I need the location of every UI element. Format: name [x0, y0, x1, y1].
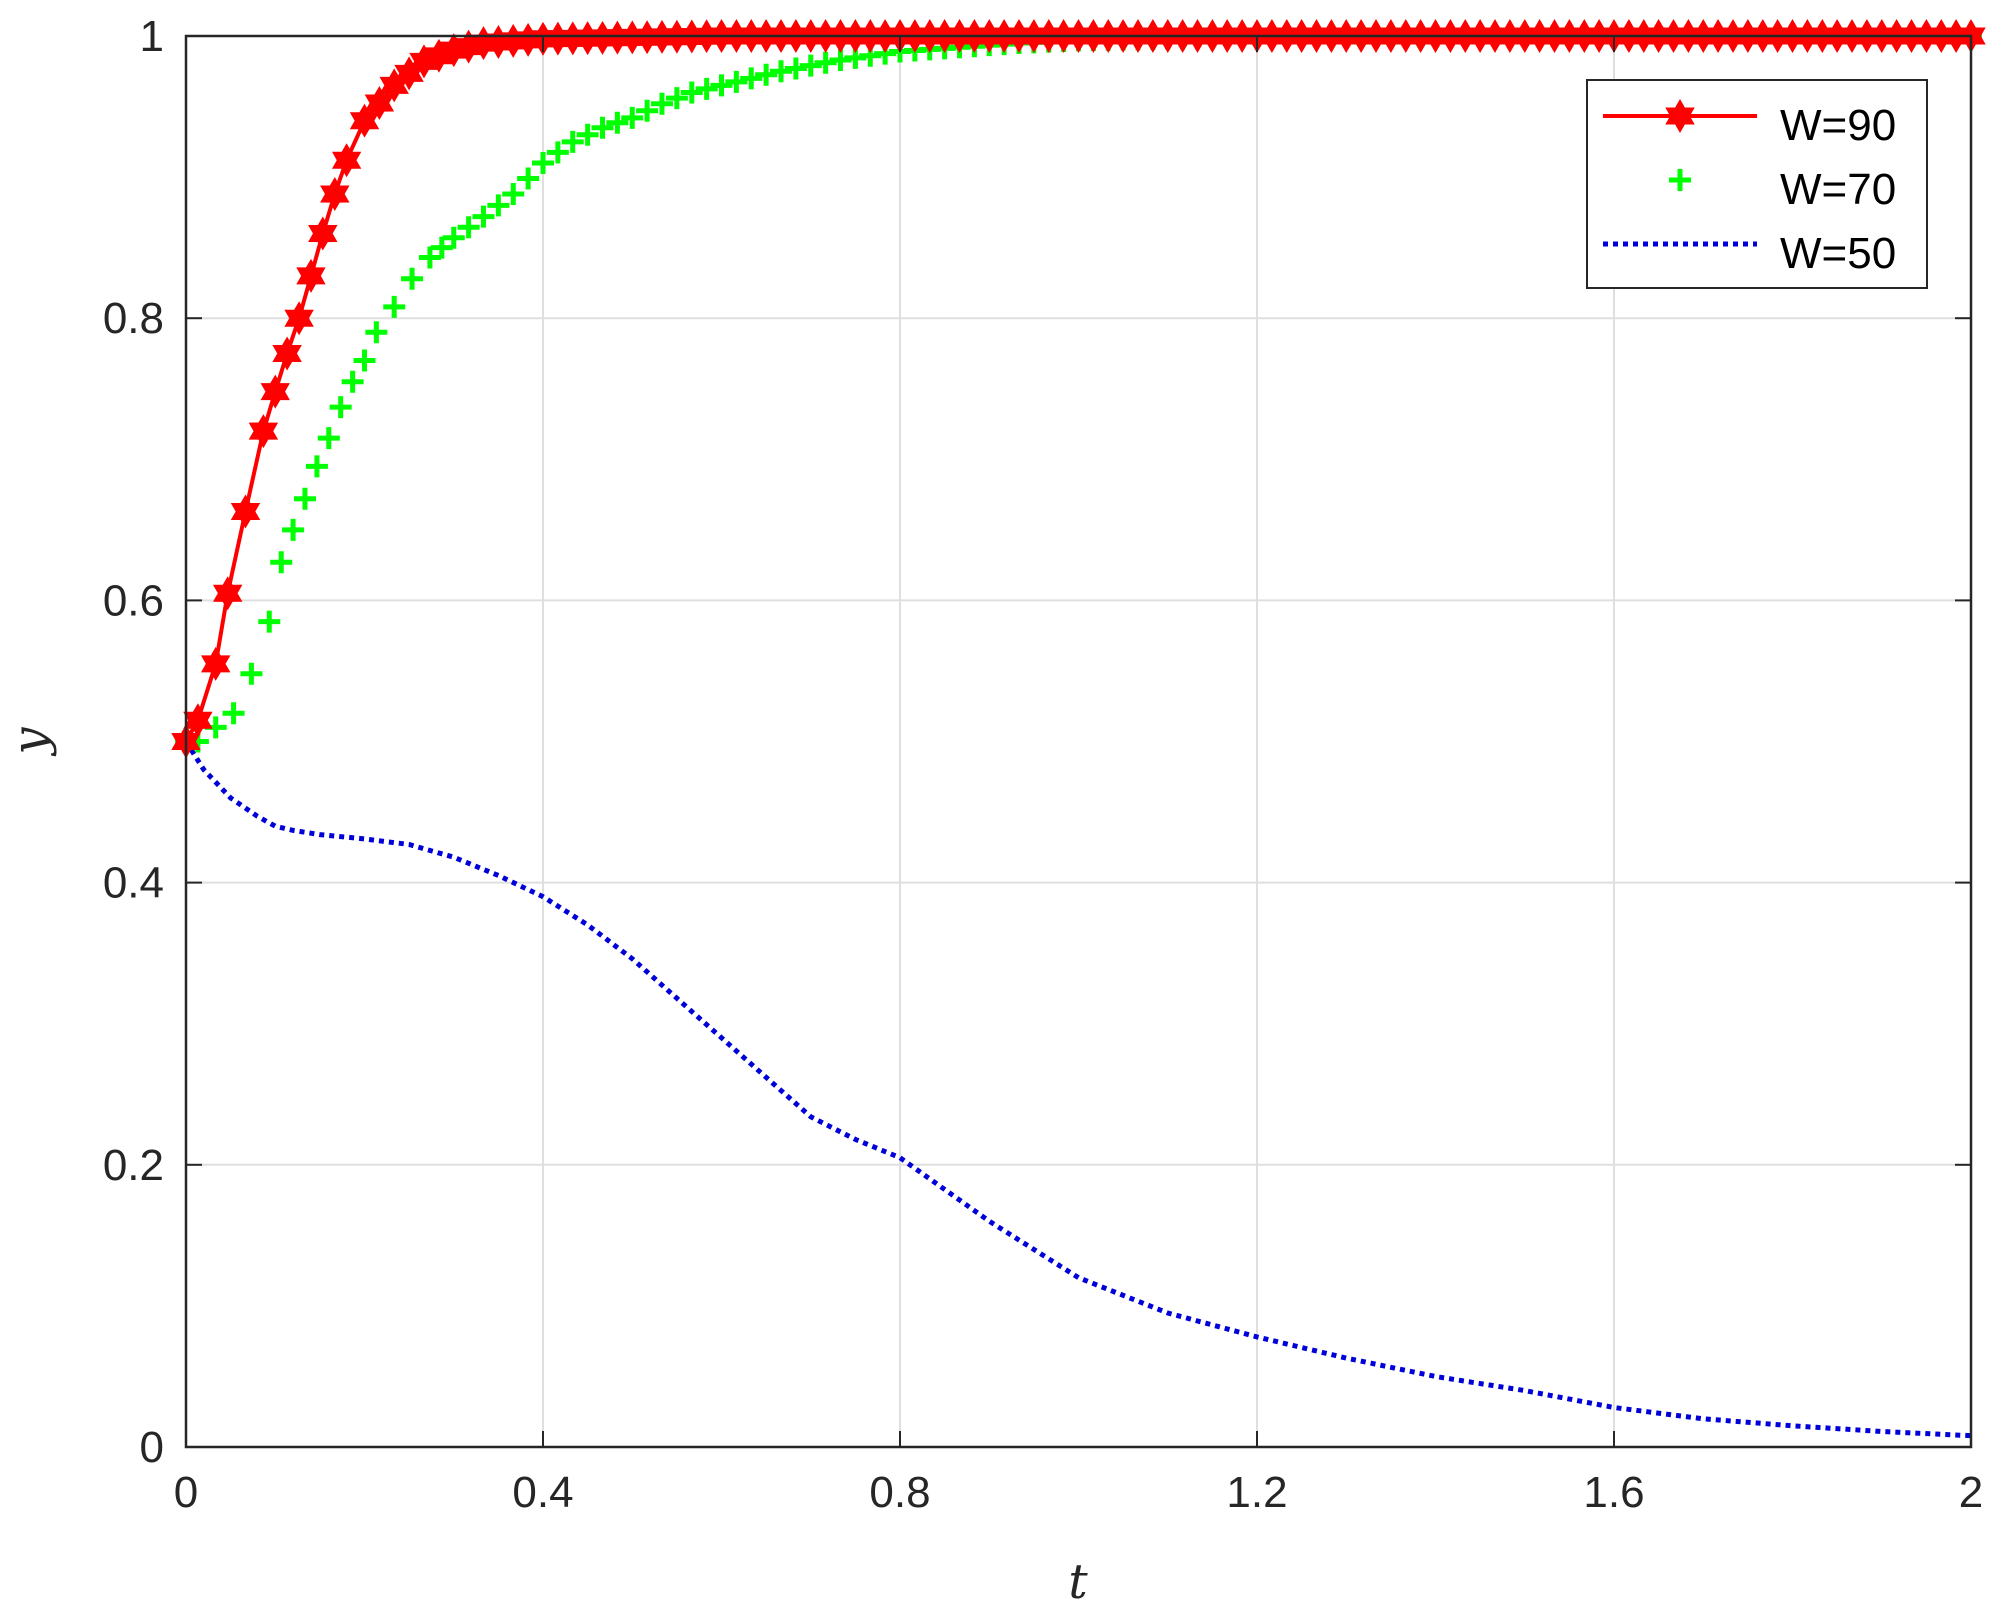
data-point: [755, 63, 778, 86]
data-point: [248, 414, 279, 449]
data-point: [260, 374, 290, 409]
x-tick-label: 1.2: [1226, 1468, 1287, 1517]
series-W=50: [183, 740, 1972, 1439]
data-point: [546, 141, 569, 164]
data-point: [784, 57, 807, 80]
data-point: [814, 51, 837, 74]
data-point: [329, 396, 352, 419]
x-tick-label: 0: [174, 1468, 198, 1517]
data-point: [317, 427, 340, 450]
y-tick-label: 1: [140, 12, 164, 61]
data-point: [665, 87, 688, 110]
data-point: [502, 183, 525, 206]
data-point: [606, 111, 629, 134]
data-point: [282, 518, 305, 541]
x-axis-label: t: [1068, 1554, 1088, 1610]
data-point: [222, 702, 245, 725]
data-point: [240, 662, 263, 685]
axes-box: [184, 34, 1973, 1449]
data-point: [680, 81, 703, 104]
data-point: [561, 130, 584, 153]
data-point: [695, 77, 718, 100]
tick-marks: [185, 35, 1972, 1448]
data-point: [284, 301, 314, 336]
data-point: [487, 194, 510, 217]
x-tick-label: 0.4: [512, 1468, 573, 1517]
legend: W=90 W=70 W=50: [1586, 79, 1928, 289]
grid-lines: [186, 36, 1971, 1447]
data-point: [591, 116, 614, 139]
data-point: [320, 177, 350, 211]
data-point: [442, 226, 465, 249]
data-point: [230, 494, 261, 529]
data-point: [272, 336, 302, 371]
data-point: [576, 123, 599, 146]
legend-label-w50: W=50: [1780, 229, 1896, 278]
data-point: [418, 246, 441, 269]
data-point: [650, 92, 673, 115]
data-point: [365, 321, 388, 344]
data-point: [472, 205, 495, 228]
legend-label-w70: W=70: [1780, 165, 1896, 214]
y-tick-label: 0.8: [103, 294, 164, 343]
legend-marker-W=90: [1665, 98, 1695, 134]
series-line: [183, 740, 1972, 1439]
data-point: [517, 167, 540, 190]
tick-labels: 0 0.4 0.8 1.2 1.6 2 0 0.2 0.4 0.6 0.8 1: [103, 12, 1983, 1517]
legend-label-w90: W=90: [1780, 101, 1896, 150]
data-point: [293, 487, 316, 510]
y-tick-label: 0.6: [103, 576, 164, 625]
y-tick-label: 0.2: [103, 1141, 164, 1190]
data-point: [308, 216, 338, 251]
data-point: [212, 576, 243, 611]
data-point: [305, 455, 328, 478]
data-point: [740, 67, 763, 90]
x-tick-label: 0.8: [869, 1468, 930, 1517]
data-point: [770, 60, 793, 83]
data-point: [725, 70, 748, 93]
data-point: [710, 74, 733, 97]
x-tick-label: 2: [1959, 1468, 1983, 1517]
data-point: [383, 295, 406, 318]
data-point: [353, 349, 376, 372]
x-tick-label: 1.6: [1583, 1468, 1644, 1517]
y-axis-label: y: [2, 727, 58, 757]
data-point: [258, 610, 281, 633]
data-point: [430, 236, 453, 259]
data-point: [401, 267, 424, 290]
data-point: [200, 646, 231, 681]
y-tick-label: 0.4: [103, 859, 164, 908]
data-point: [621, 106, 644, 129]
data-point: [636, 99, 659, 122]
data-point: [532, 151, 554, 174]
data-point: [331, 143, 362, 178]
data-point: [799, 54, 822, 77]
data-point: [341, 370, 364, 393]
legend-marker-W=70: [1669, 169, 1691, 191]
data-point: [457, 216, 480, 239]
data-point: [296, 258, 326, 293]
data-point: [270, 551, 293, 574]
legend-swatches: [1603, 98, 1757, 247]
y-tick-label: 0: [140, 1423, 164, 1472]
